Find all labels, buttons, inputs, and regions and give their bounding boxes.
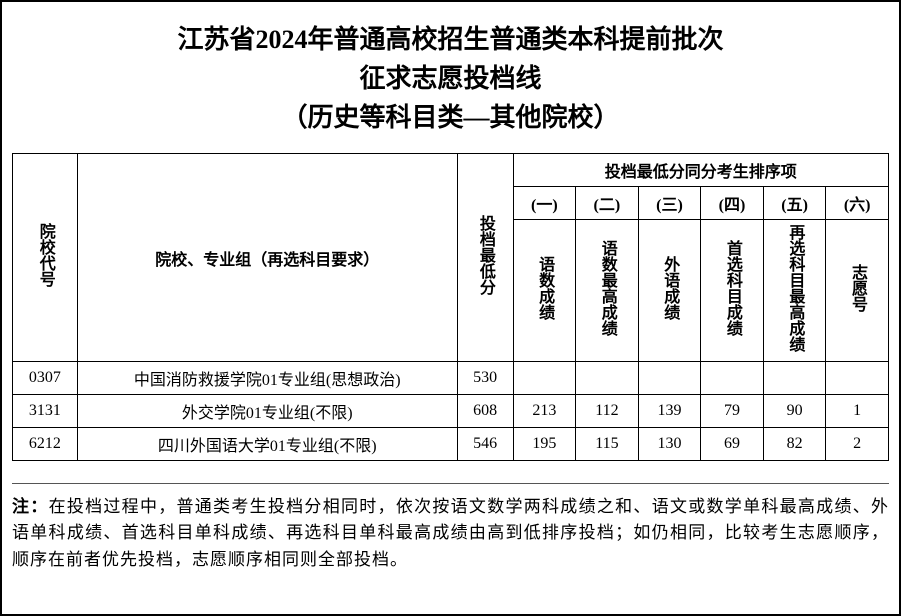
cell-c1 [513,362,576,395]
cell-c4 [701,362,764,395]
cell-c5 [763,362,826,395]
hdr-c1: 语数成绩 [513,220,576,362]
hdr-c6-num: (六) [826,187,889,220]
cell-college: 四川外国语大学01专业组(不限) [77,428,457,461]
cell-c6: 2 [826,428,889,461]
cell-code: 3131 [13,395,78,428]
hdr-tiebreak-group: 投档最低分同分考生排序项 [513,154,888,187]
table-row: 6212 四川外国语大学01专业组(不限) 546 195 115 130 69… [13,428,889,461]
cell-code: 6212 [13,428,78,461]
cell-code: 0307 [13,362,78,395]
footnote-text: 在投档过程中，普通类考生投档分相同时，依次按语文数学两科成绩之和、语文或数学单科… [12,497,889,569]
cell-c5: 82 [763,428,826,461]
hdr-c6: 志愿号 [826,220,889,362]
cell-c6 [826,362,889,395]
cell-c6: 1 [826,395,889,428]
hdr-c5: 再选科目最高成绩 [763,220,826,362]
cell-c2 [576,362,639,395]
header-row-1: 院校代号 院校、专业组（再选科目要求） 投档最低分 投档最低分同分考生排序项 [13,154,889,187]
table-body: 0307 中国消防救援学院01专业组(思想政治) 530 3131 外交学院01… [13,362,889,461]
hdr-c3: 外语成绩 [638,220,701,362]
cell-c5: 90 [763,395,826,428]
title-line-3: （历史等科目类—其他院校） [2,98,899,137]
hdr-c2: 语数最高成绩 [576,220,639,362]
table-row: 3131 外交学院01专业组(不限) 608 213 112 139 79 90… [13,395,889,428]
hdr-c1-num: (一) [513,187,576,220]
cell-c3: 130 [638,428,701,461]
cell-c3 [638,362,701,395]
cell-min: 546 [457,428,513,461]
title-line-2: 征求志愿投档线 [2,59,899,98]
hdr-college: 院校、专业组（再选科目要求） [77,154,457,362]
cell-c3: 139 [638,395,701,428]
hdr-c2-num: (二) [576,187,639,220]
footnote: 注：在投档过程中，普通类考生投档分相同时，依次按语文数学两科成绩之和、语文或数学… [12,483,889,573]
cell-c1: 195 [513,428,576,461]
table-row: 0307 中国消防救援学院01专业组(思想政治) 530 [13,362,889,395]
cell-college: 中国消防救援学院01专业组(思想政治) [77,362,457,395]
hdr-code: 院校代号 [13,154,78,362]
score-table: 院校代号 院校、专业组（再选科目要求） 投档最低分 投档最低分同分考生排序项 (… [12,153,889,461]
cell-c4: 79 [701,395,764,428]
hdr-c3-num: (三) [638,187,701,220]
footnote-label: 注： [12,497,49,516]
cell-c2: 115 [576,428,639,461]
cell-c1: 213 [513,395,576,428]
cell-c2: 112 [576,395,639,428]
title-line-1: 江苏省2024年普通高校招生普通类本科提前批次 [2,20,899,59]
table-head: 院校代号 院校、专业组（再选科目要求） 投档最低分 投档最低分同分考生排序项 (… [13,154,889,362]
hdr-min-score: 投档最低分 [457,154,513,362]
cell-college: 外交学院01专业组(不限) [77,395,457,428]
hdr-c4-num: (四) [701,187,764,220]
cell-c4: 69 [701,428,764,461]
hdr-c5-num: (五) [763,187,826,220]
cell-min: 530 [457,362,513,395]
hdr-c4: 首选科目成绩 [701,220,764,362]
title-block: 江苏省2024年普通高校招生普通类本科提前批次 征求志愿投档线 （历史等科目类—… [2,2,899,153]
page-container: 江苏省2024年普通高校招生普通类本科提前批次 征求志愿投档线 （历史等科目类—… [0,0,901,616]
cell-min: 608 [457,395,513,428]
